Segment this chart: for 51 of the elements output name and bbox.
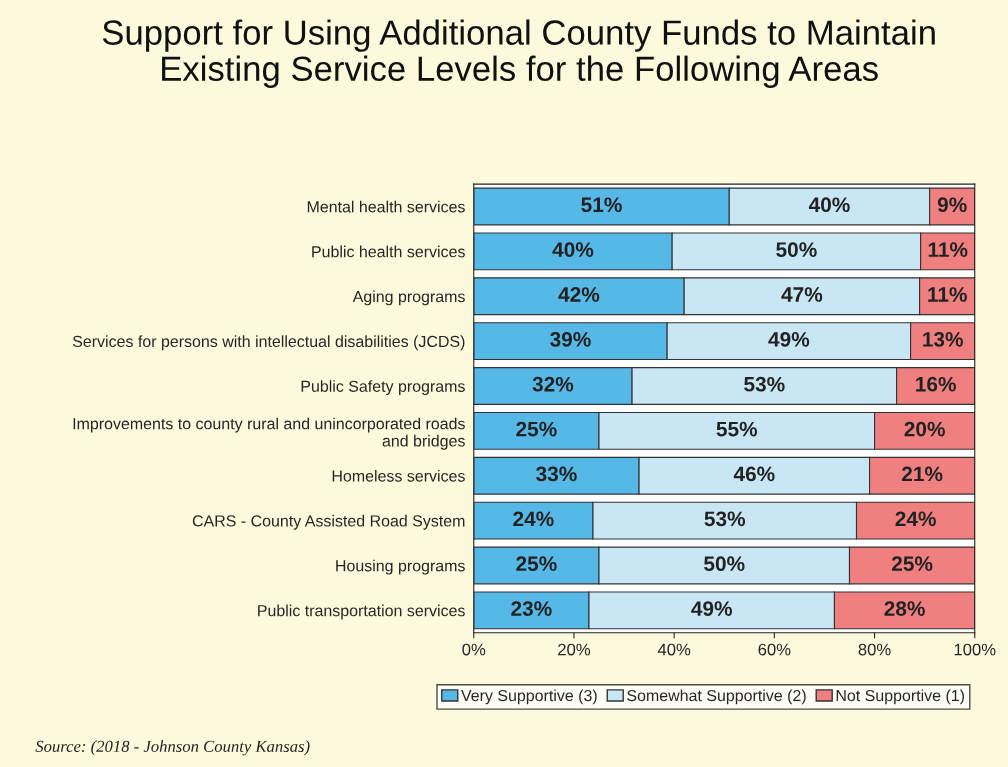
y-tick-label: Services for persons with intellectual disabilities (JCDS)	[72, 335, 465, 351]
y-tick-label: Public health services	[312, 245, 465, 258]
data-label: 40%	[552, 242, 594, 257]
data-label: 11%	[928, 287, 967, 302]
legend-label: Somewhat Supportive (2)	[627, 689, 806, 705]
data-label: 49%	[768, 331, 810, 347]
data-label: 50%	[776, 242, 817, 257]
data-label: 16%	[916, 376, 956, 392]
legend-label: Not Supportive (1)	[836, 689, 964, 705]
y-tick-label: Homeless services	[332, 469, 465, 482]
data-label: 24%	[895, 511, 936, 527]
data-label: 42%	[558, 287, 600, 302]
data-label: 50%	[704, 556, 745, 572]
chart-title: Support for Using Additional County Funds to Maintain Existing Service Levels for the Following Areas	[102, 19, 935, 88]
legend-label: Very Supportive (3)	[461, 689, 597, 705]
data-label: 20%	[904, 421, 945, 437]
y-tick-label: Housing programs	[336, 559, 465, 575]
x-tick-label: 80%	[858, 643, 891, 656]
data-label: 25%	[516, 556, 557, 572]
data-label: 46%	[733, 466, 775, 482]
data-label: 53%	[744, 376, 785, 392]
y-tick-label: Public Safety programs	[301, 380, 465, 396]
data-label: 33%	[536, 466, 577, 482]
data-label: 21%	[902, 466, 943, 482]
data-label: 11%	[928, 242, 968, 257]
y-tick-label: Public transportation services	[258, 604, 465, 620]
data-label: 40%	[808, 197, 850, 213]
x-tick-label: 0%	[462, 643, 486, 656]
data-label: 9%	[937, 197, 967, 213]
x-tick-label: 20%	[558, 643, 591, 656]
source-note: Source: (2018 - Johnson County Kansas)	[35, 740, 310, 756]
data-label: 32%	[532, 376, 574, 392]
data-label: 25%	[891, 556, 933, 572]
data-label: 28%	[884, 601, 925, 616]
data-label: 53%	[704, 511, 746, 527]
y-tick-label: Improvements to county rural and unincorporated roads and bridges	[73, 417, 465, 450]
y-tick-label: CARS - County Assisted Road System	[192, 514, 465, 530]
y-tick-label: Aging programs	[352, 290, 465, 306]
x-tick-label: 100%	[954, 643, 996, 656]
data-label: 47%	[781, 287, 823, 302]
data-label: 13%	[923, 331, 963, 347]
data-label: 39%	[550, 331, 591, 347]
data-label: 55%	[716, 421, 758, 437]
x-tick-label: 40%	[657, 643, 691, 656]
data-label: 25%	[516, 421, 557, 437]
x-tick-label: 60%	[758, 643, 791, 656]
data-label: 23%	[511, 601, 552, 616]
y-tick-label: Mental health services	[307, 200, 465, 213]
data-label: 49%	[691, 601, 733, 616]
data-label: 51%	[581, 197, 622, 213]
data-label: 24%	[513, 511, 554, 527]
